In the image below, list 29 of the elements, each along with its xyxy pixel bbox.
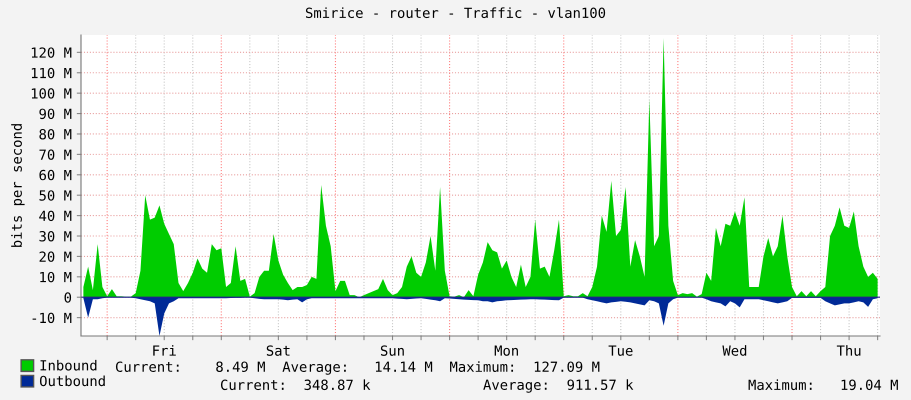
legend-label: Inbound	[40, 360, 96, 371]
x-tick-label: Sun	[380, 345, 404, 356]
y-tick-label: 60 M	[39, 170, 72, 180]
x-tick-label: Thu	[836, 345, 860, 356]
y-tick-label: 40 M	[39, 210, 72, 222]
y-tick-label: 120 M	[32, 47, 72, 58]
y-tick-label: 70 M	[39, 149, 72, 160]
y-tick-label: 20 M	[40, 251, 72, 262]
y-tick-label: 0	[64, 292, 72, 303]
text: Current: 348.87 k	[220, 379, 370, 390]
x-tick-label: Tue	[608, 346, 633, 356]
x-tick-label: Sat	[266, 345, 290, 356]
text: Average: 911.57 k	[483, 379, 634, 393]
y-tick-label: 90 M	[39, 108, 72, 120]
legend-label: Outbound	[40, 375, 105, 386]
x-tick-label: Fri	[153, 345, 176, 356]
text: Current: 8.49 M Average: 14.14 M Maximum: 127.09 M	[116, 361, 600, 375]
x-tick-label: Wed	[722, 345, 746, 356]
text: Maximum: 19.04 M	[748, 379, 898, 390]
y-tick-label: 10 M	[40, 272, 72, 282]
y-tick-label: 50 M	[39, 190, 72, 201]
chart-title: Smirice - router - Traffic - vlan100	[306, 7, 606, 18]
y-tick-label: 110 M	[32, 68, 72, 78]
y-tick-label: 80 M	[39, 128, 72, 140]
y-tick-label: 100 M	[32, 88, 72, 99]
x-tick-label: Mon	[494, 346, 518, 356]
y-tick-label: -10 M	[32, 312, 72, 324]
y-axis-title: bits per second	[11, 124, 25, 247]
y-tick-label: 30 M	[39, 231, 72, 242]
